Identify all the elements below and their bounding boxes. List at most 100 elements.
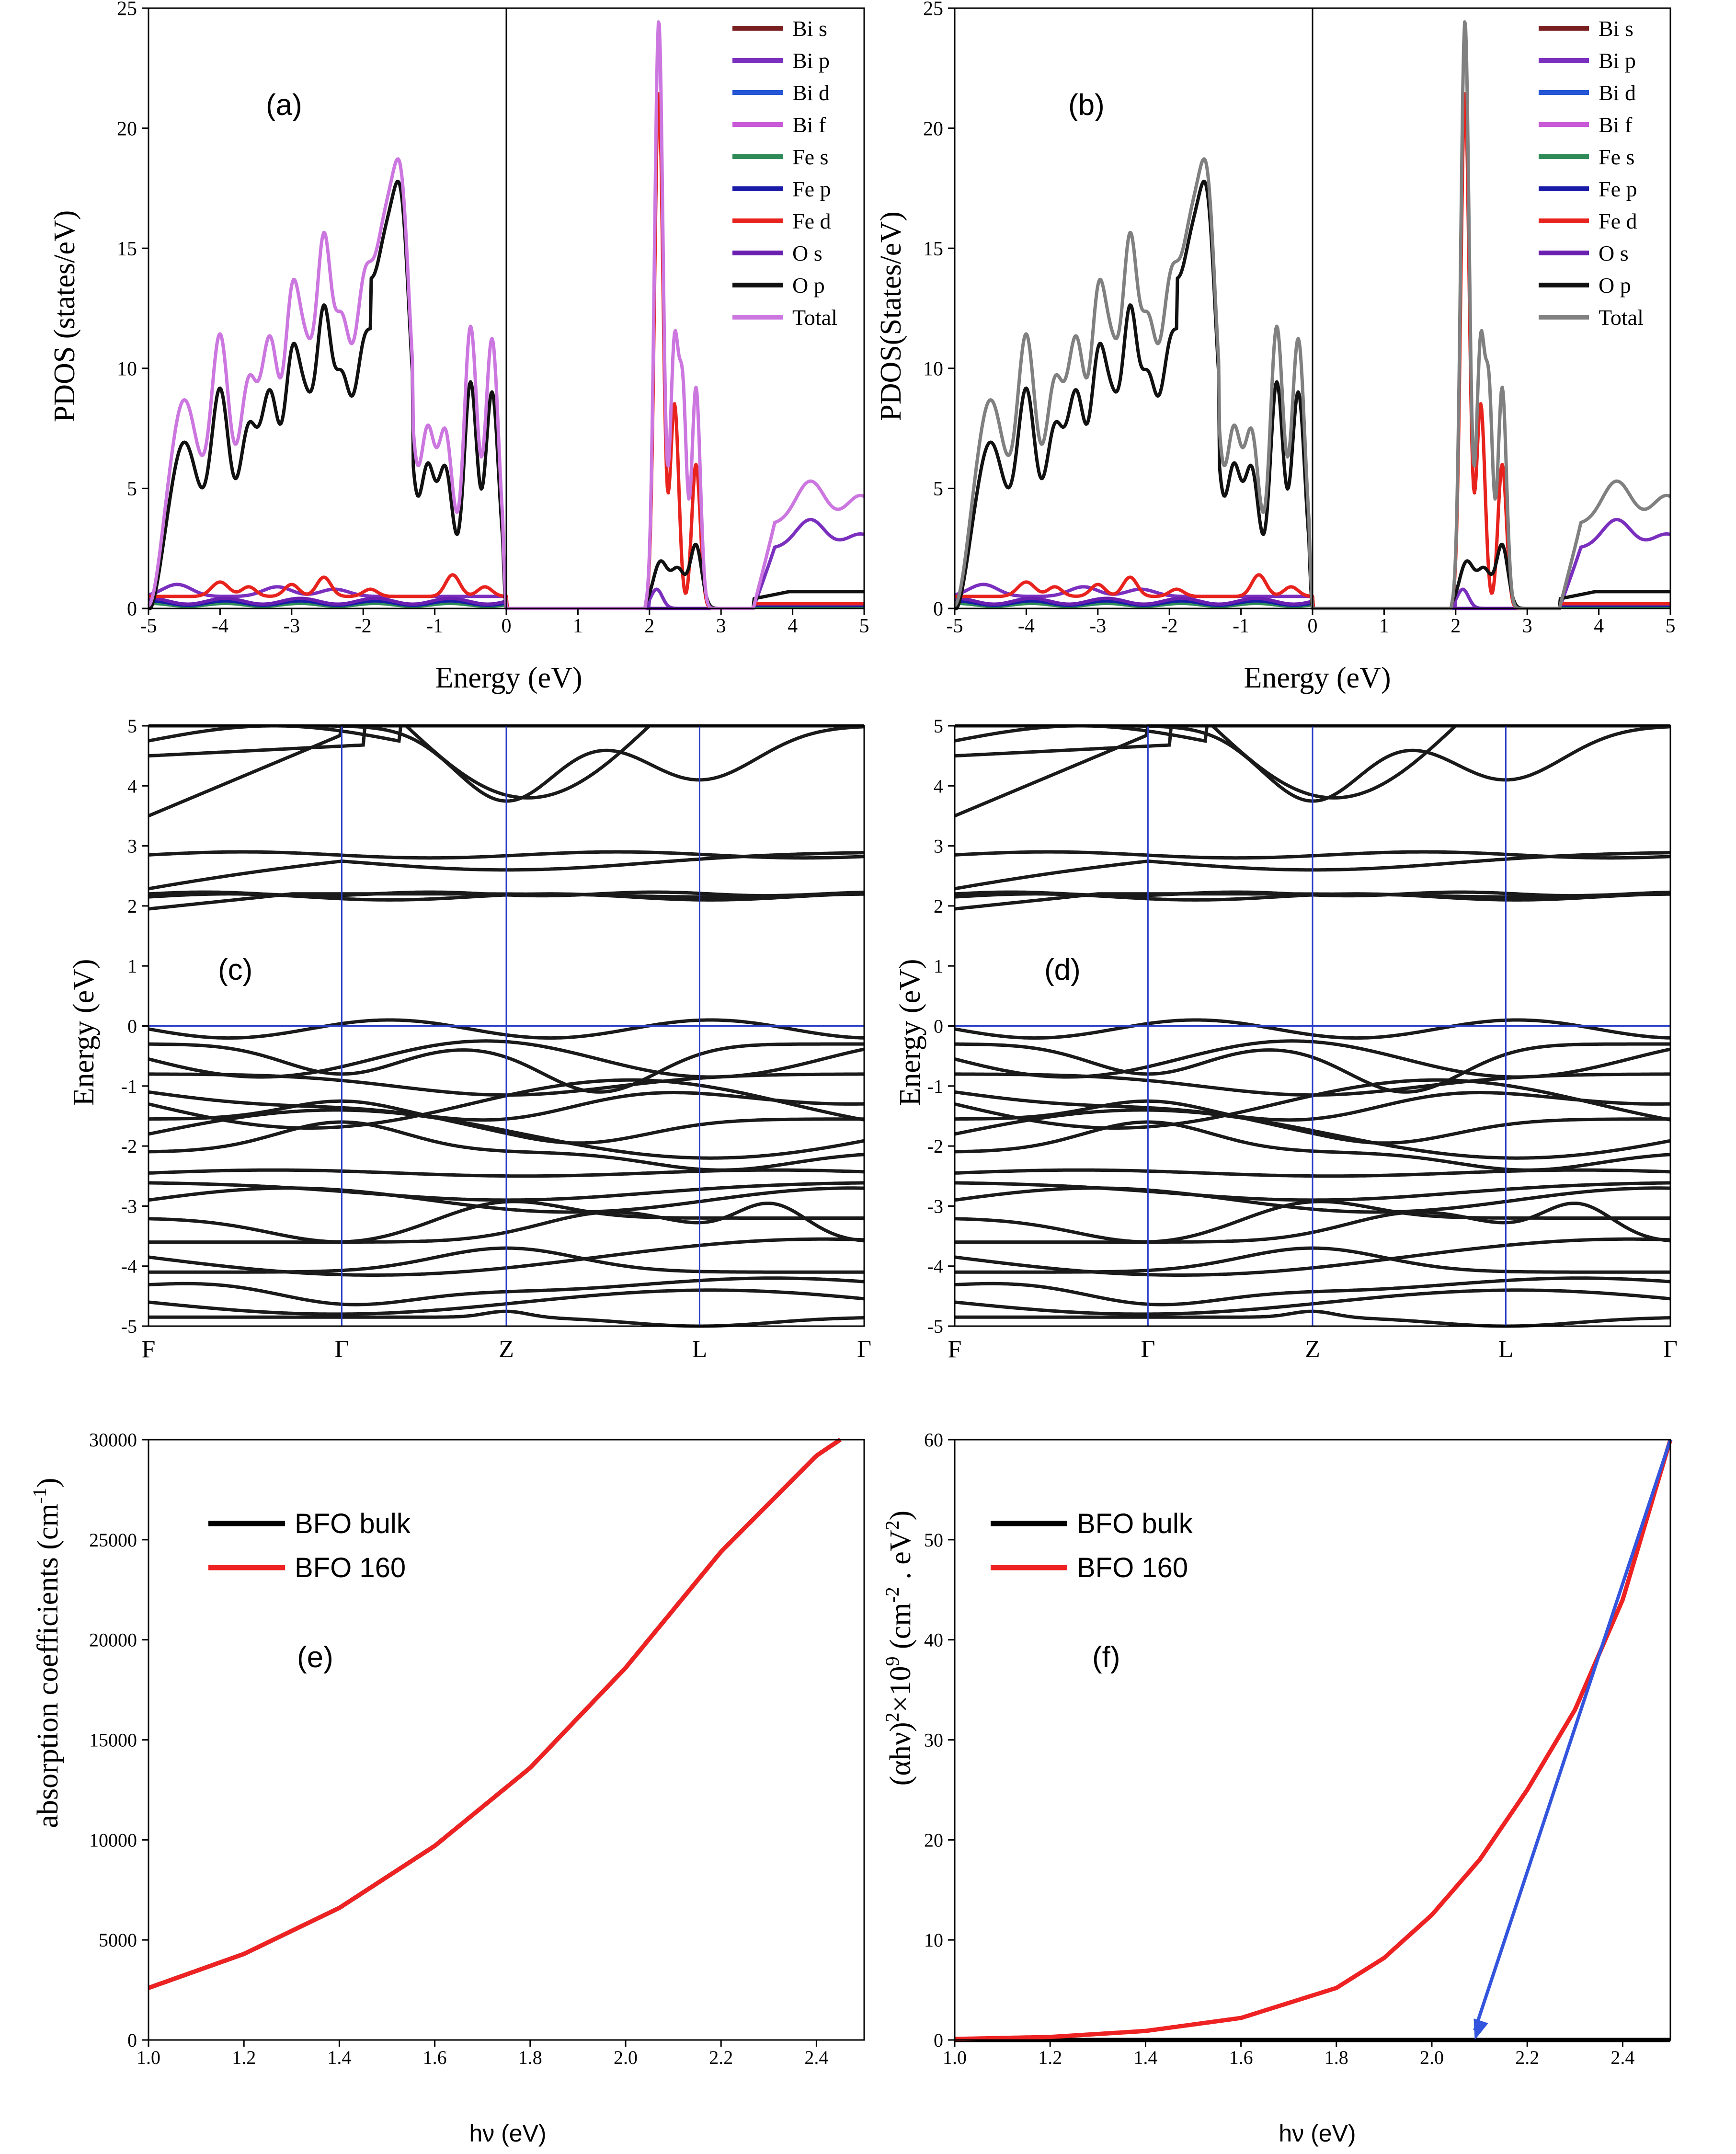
x-tick-label: 1 xyxy=(1379,615,1389,637)
y-tick-label: 0 xyxy=(127,2029,137,2051)
panel-e-ticks: 0 5000 10000 15000 20000 25000 30000 1.0 1.2 1.4 1… xyxy=(89,1429,828,2068)
panel-b-xlabel: Energy (eV) xyxy=(1244,662,1391,694)
y-tick-label: 0 xyxy=(934,2029,943,2051)
x-tick-label: 1.4 xyxy=(1133,2047,1157,2068)
x-tick-label: 3 xyxy=(716,615,726,637)
panel-e-xlabel: hν (eV) xyxy=(469,2120,546,2147)
y-tick-label: 4 xyxy=(934,775,943,797)
y-tick-label: -3 xyxy=(121,1195,137,1217)
panel-b-ticks: 0 5 10 15 20 25 -5 -4 -3 -2 -1 0 1 2 3 4 5 xyxy=(923,0,1676,637)
legend-label: BFO 160 xyxy=(295,1552,406,1583)
x-tick-label: 2.0 xyxy=(1420,2047,1444,2068)
y-tick-label: 5000 xyxy=(99,1929,137,1951)
x-tick-label: 0 xyxy=(502,615,512,637)
y-tick-label: 15000 xyxy=(89,1730,137,1751)
panel-f-label: (f) xyxy=(1092,1641,1120,1674)
k-label: Z xyxy=(1305,1336,1320,1363)
k-label: F xyxy=(948,1336,962,1363)
x-tick-label: 1.2 xyxy=(232,2047,256,2068)
y-tick-label: 5 xyxy=(934,715,943,737)
panel-c-ylabel: Energy (eV) xyxy=(68,959,100,1106)
panel-b-pdos: 0 5 10 15 20 25 -5 -4 -3 -2 -1 0 1 2 3 4 5 (b) Energy (e… xyxy=(875,0,1676,694)
legend-label: O p xyxy=(1599,273,1631,298)
x-tick-label: -3 xyxy=(283,615,300,637)
y-tick-label: 20 xyxy=(923,118,943,140)
panel-a-legend: Bi s Bi p Bi d Bi f Fe s Fe p Fe d O s O p Total xyxy=(732,16,837,330)
y-tick-label: 10 xyxy=(924,1929,943,1951)
bfo-160-curve xyxy=(954,1439,1673,2041)
x-tick-label: 2.2 xyxy=(1515,2047,1539,2068)
x-tick-label: -4 xyxy=(212,615,228,637)
k-label: Z xyxy=(499,1336,514,1363)
legend-label: O p xyxy=(792,273,825,298)
panel-d-ticks: -5 -4 -3 -2 -1 0 1 2 3 4 5 xyxy=(927,715,955,1337)
y-tick-label: 4 xyxy=(127,775,137,797)
panel-f-ylabel: (αhν)2×109 (cm-2 . eV2) xyxy=(881,1511,917,1786)
y-tick-label: 3 xyxy=(127,836,137,857)
x-tick-label: 1.6 xyxy=(423,2047,447,2068)
legend-label: Bi p xyxy=(792,48,830,73)
legend-label: Bi f xyxy=(792,113,826,137)
legend-label: Bi d xyxy=(792,80,830,105)
y-tick-label: 1 xyxy=(127,955,137,977)
y-tick-label: 5 xyxy=(127,715,137,737)
tangent-line xyxy=(1473,1439,1672,2031)
legend-label: Bi s xyxy=(1599,16,1633,41)
panel-f-tauc: 0 10 20 30 40 50 60 1.0 1.2 1.4 1.6 1.8 2.0 2.2 2.4 (f… xyxy=(881,1429,1673,2147)
y-tick-label: -1 xyxy=(927,1076,943,1097)
y-tick-label: 15 xyxy=(117,238,137,260)
y-tick-label: -4 xyxy=(927,1256,943,1277)
legend-label: Fe d xyxy=(792,209,831,233)
x-tick-label: -5 xyxy=(140,615,157,637)
panel-e-curves xyxy=(148,1438,842,1990)
panel-e-legend: BFO bulk BFO 160 xyxy=(208,1508,411,1583)
y-tick-label: 25 xyxy=(923,0,943,20)
legend-label: BFO 160 xyxy=(1077,1552,1188,1583)
y-tick-label: 40 xyxy=(924,1629,943,1651)
y-tick-label: 30000 xyxy=(89,1429,137,1451)
y-tick-label: -3 xyxy=(927,1195,943,1217)
x-tick-label: 1.8 xyxy=(518,2047,542,2068)
k-label: L xyxy=(692,1336,707,1363)
panel-c-label: (c) xyxy=(218,953,252,986)
legend-label: Fe s xyxy=(792,145,828,169)
k-label: Γ xyxy=(857,1336,871,1363)
x-tick-label: 2.4 xyxy=(1610,2047,1634,2068)
legend-label: Fe p xyxy=(1599,177,1637,201)
x-tick-label: 4 xyxy=(1594,615,1604,637)
x-tick-label: -3 xyxy=(1089,615,1106,637)
x-tick-label: -2 xyxy=(355,615,372,637)
panel-a-xlabel: Energy (eV) xyxy=(435,662,582,694)
legend-label: Fe d xyxy=(1599,209,1637,233)
y-tick-label: 5 xyxy=(933,478,943,500)
y-tick-label: -1 xyxy=(121,1076,137,1097)
y-tick-label: -2 xyxy=(121,1135,137,1157)
k-label: Γ xyxy=(334,1336,349,1363)
k-label: Γ xyxy=(1141,1336,1155,1363)
y-tick-label: 25000 xyxy=(89,1529,137,1551)
x-tick-label: 0 xyxy=(1308,615,1318,637)
x-tick-label: -5 xyxy=(947,615,963,637)
x-tick-label: 1 xyxy=(573,615,583,637)
tangent-arrowhead xyxy=(1473,2018,1488,2040)
panel-a-label: (a) xyxy=(266,89,302,122)
panel-f-xlabel: hν (eV) xyxy=(1279,2120,1356,2147)
k-label: Γ xyxy=(1663,1336,1678,1363)
panel-a-ticks: 0 5 10 15 20 25 -5 -4 -3 -2 -1 0 1 2 3 4 5 xyxy=(117,0,869,637)
x-tick-label: -1 xyxy=(426,615,443,637)
x-tick-label: 5 xyxy=(1666,615,1676,637)
legend-label: Bi s xyxy=(792,16,827,41)
legend-label: Bi p xyxy=(1599,48,1636,73)
panel-f-ticks: 0 10 20 30 40 50 60 1.0 1.2 1.4 1.6 1.8 2.0 2.2 2.4 xyxy=(924,1429,1634,2068)
panel-e-absorption: 0 5000 10000 15000 20000 25000 30000 1.0 1.2 1.4 1… xyxy=(29,1429,865,2147)
y-tick-label: 0 xyxy=(934,1016,943,1037)
y-tick-label: 10 xyxy=(923,358,943,380)
legend-label: Bi f xyxy=(1599,113,1633,137)
panel-b-legend: Bi s Bi p Bi d Bi f Fe s Fe p Fe d O s O p Total xyxy=(1539,16,1644,330)
y-tick-label: 2 xyxy=(934,895,943,917)
y-tick-label: 0 xyxy=(127,598,137,620)
y-tick-label: 20000 xyxy=(89,1629,137,1651)
y-tick-label: 3 xyxy=(934,836,943,857)
panel-e-label: (e) xyxy=(297,1641,333,1674)
